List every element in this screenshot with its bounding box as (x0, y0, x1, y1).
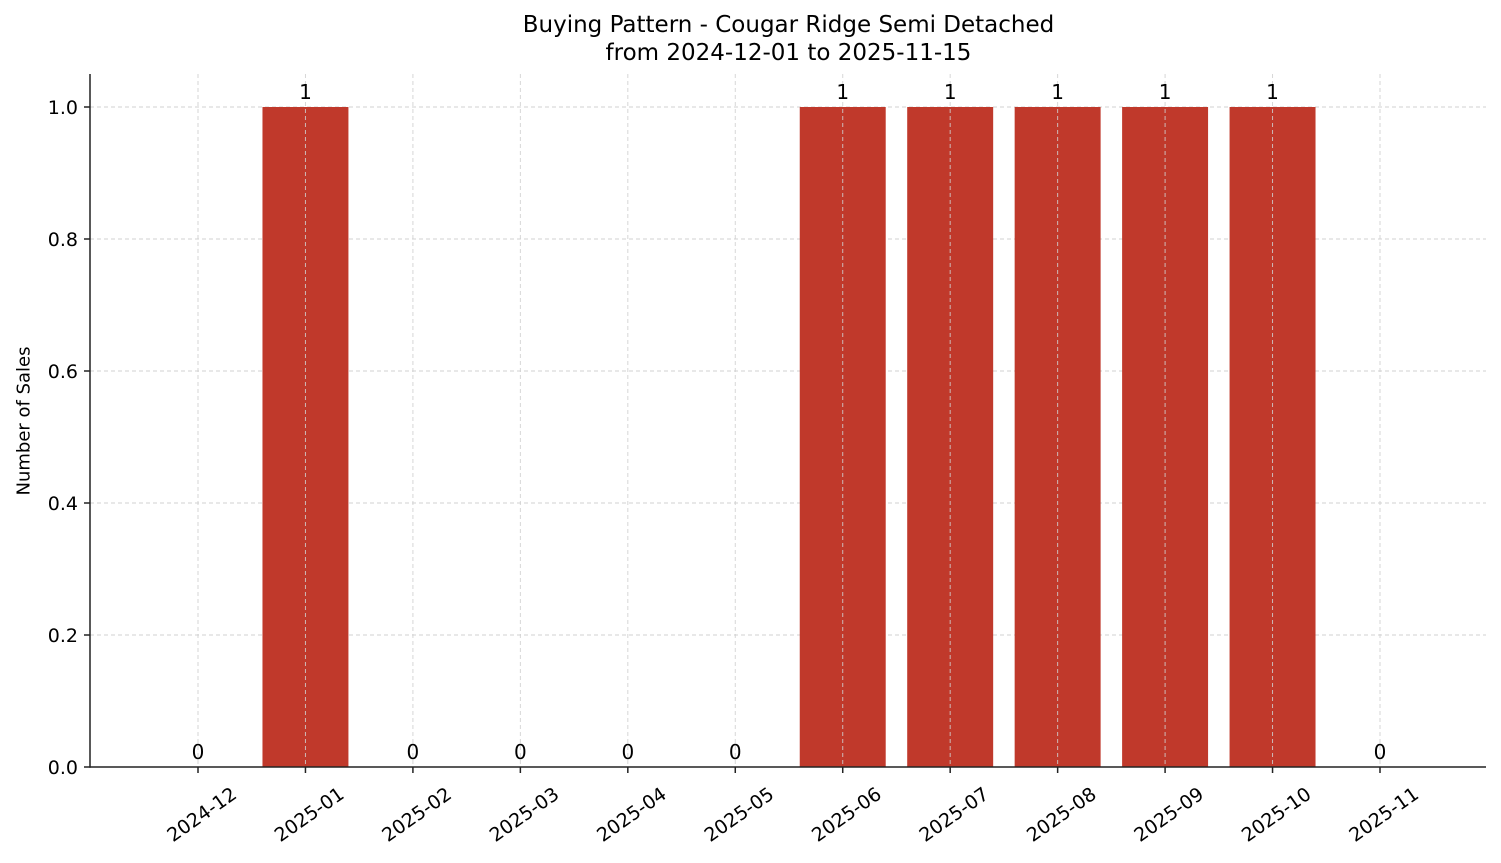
x-tick-label: 2025-10 (1238, 783, 1316, 847)
bar-value-label: 1 (944, 80, 957, 104)
bar-value-label: 1 (1266, 80, 1279, 104)
chart-title: Buying Pattern - Cougar Ridge Semi Detac… (522, 12, 1055, 38)
x-tick-label: 2025-05 (700, 783, 778, 847)
bar (1014, 107, 1101, 767)
vertical-grid-lines (197, 74, 1381, 767)
bar-value-label: 0 (621, 740, 634, 764)
x-tick-label: 2025-04 (593, 783, 671, 847)
bar-value-labels: 0 1 0 0 0 0 1 1 1 1 1 0 (192, 80, 1387, 764)
bar-value-label: 1 (1159, 80, 1172, 104)
x-tick-label: 2025-07 (915, 783, 993, 847)
bar-value-label: 1 (299, 80, 312, 104)
bar (799, 107, 886, 767)
y-tick-label: 0.8 (48, 229, 78, 251)
bar-value-label: 1 (1051, 80, 1064, 104)
bar-value-label: 0 (407, 740, 420, 764)
x-tick-label: 2025-08 (1023, 783, 1101, 847)
y-tick-label: 0.2 (48, 625, 78, 647)
bars (262, 107, 1316, 767)
bar-value-label: 0 (729, 740, 742, 764)
y-tick-label: 0.0 (48, 757, 78, 779)
bar-value-label: 1 (836, 80, 849, 104)
x-tick-label: 2024-12 (163, 783, 241, 847)
bar-value-label: 0 (1374, 740, 1387, 764)
x-tick-label: 2025-02 (378, 783, 456, 847)
bar (1122, 107, 1209, 767)
y-tick-label: 1.0 (48, 97, 78, 119)
x-tick-label: 2025-09 (1130, 783, 1208, 847)
bar (262, 107, 349, 767)
x-tick-label: 2025-03 (486, 783, 564, 847)
x-tick-label: 2025-11 (1345, 783, 1423, 847)
bar (907, 107, 994, 767)
chart-subtitle: from 2024-12-01 to 2025-11-15 (605, 40, 972, 66)
y-tick-label: 0.4 (48, 493, 78, 515)
bar-value-label: 0 (192, 740, 205, 764)
bar-value-label: 0 (514, 740, 527, 764)
y-tick-label: 0.6 (48, 361, 78, 383)
x-tick-label: 2025-01 (271, 783, 349, 847)
x-tick-label: 2025-06 (808, 783, 886, 847)
bar (1229, 107, 1316, 767)
